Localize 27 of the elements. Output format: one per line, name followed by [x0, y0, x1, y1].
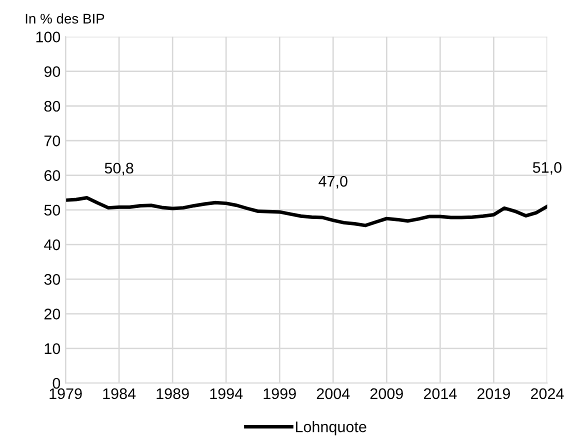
y-tick-label: 50	[44, 204, 60, 216]
x-tick-label: 2019	[477, 388, 510, 400]
annotation: 50,8	[104, 162, 134, 176]
x-tick-label: 1999	[264, 388, 296, 400]
annotation: 51,0	[532, 162, 562, 175]
x-tick-label: 2009	[370, 388, 403, 400]
x-tick-label: 2014	[424, 388, 457, 400]
x-tick-label: 2004	[316, 388, 350, 400]
y-tick-label: 0	[52, 378, 60, 389]
x-tick-label: 2024	[530, 388, 564, 400]
y-tick-label: 60	[44, 170, 60, 181]
y-tick-label: 20	[44, 308, 60, 320]
line-series	[66, 196, 548, 228]
x-tick-label: 1979	[50, 388, 82, 400]
x-tick-label: 1989	[156, 388, 189, 400]
y-tick-label: 40	[44, 239, 60, 250]
y-tick-label: 30	[44, 274, 60, 285]
x-tick-label: 1984	[103, 388, 136, 400]
y-tick-label: 70	[44, 135, 60, 146]
annotation: 47,0	[318, 176, 348, 189]
y-axis-title: In % des BIP	[26, 13, 104, 24]
y-tick-label: 10	[44, 343, 60, 354]
y-tick-label: 90	[44, 66, 60, 78]
legend-label: Lohnquote	[296, 421, 366, 436]
y-tick-label: 80	[44, 100, 60, 112]
y-tick-label: 100	[36, 32, 60, 42]
x-tick-label: 1994	[210, 388, 243, 400]
